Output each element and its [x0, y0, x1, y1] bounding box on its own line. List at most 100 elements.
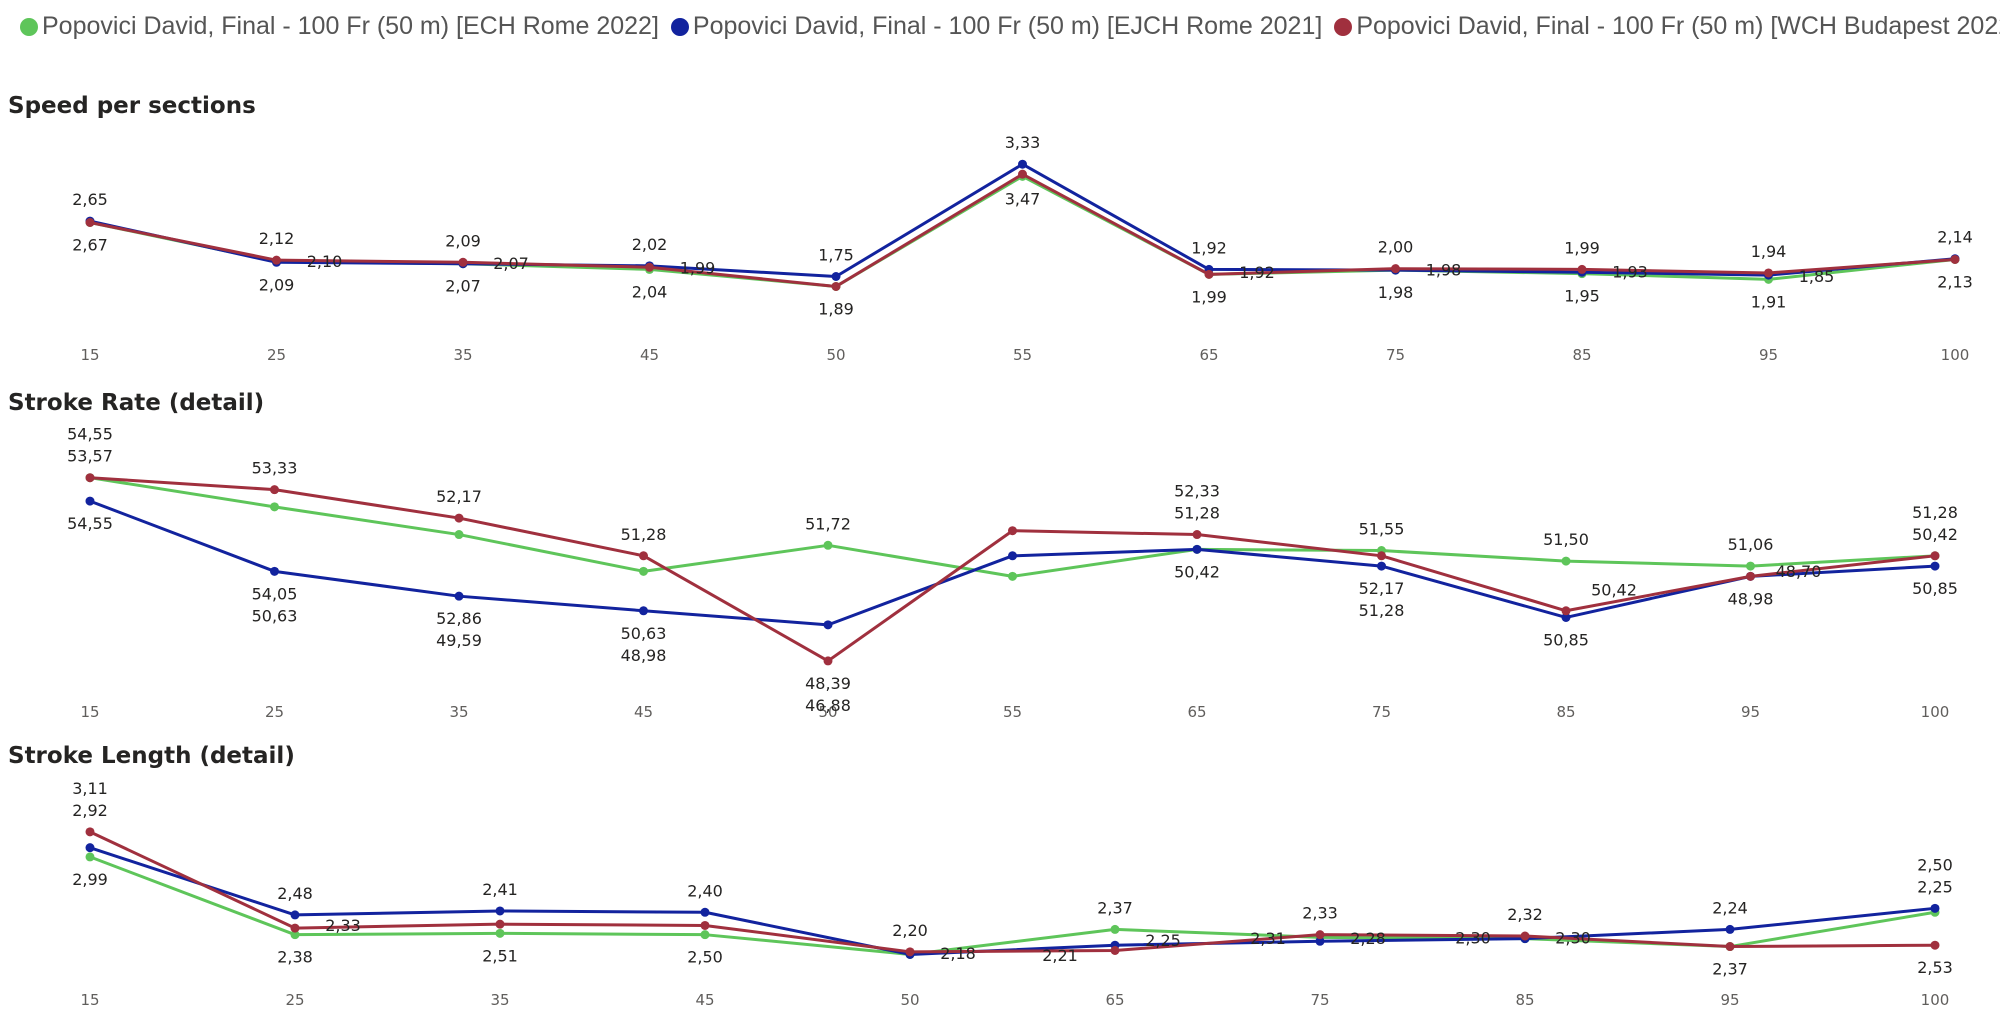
legend-item-ech-rome-2022[interactable]: Popovici David, Final - 100 Fr (50 m) [E…	[20, 12, 659, 41]
data-label: 50,85	[1543, 630, 1589, 649]
data-label: 51,28	[621, 525, 667, 544]
data-label: 2,25	[1145, 931, 1181, 950]
data-point	[85, 827, 95, 837]
data-label: 2,04	[632, 282, 668, 301]
data-point	[1930, 903, 1940, 913]
data-point	[1725, 942, 1735, 952]
data-label: 2,50	[1917, 855, 1953, 874]
data-label: 53,33	[252, 459, 298, 478]
data-point	[1018, 169, 1027, 179]
legend-marker-red	[1334, 17, 1353, 36]
x-tick-label: 85	[1556, 703, 1575, 721]
series-line-1	[88, 162, 1957, 278]
speed-chart-title: Speed per sections	[8, 93, 256, 119]
x-tick-label: 50	[818, 703, 837, 721]
data-label: 3,33	[1005, 133, 1041, 152]
data-point	[495, 928, 505, 938]
data-label: 54,55	[67, 425, 113, 444]
data-label: 48,39	[805, 674, 851, 693]
data-point	[1008, 551, 1017, 561]
data-label: 2,50	[687, 948, 723, 967]
x-tick-label: 65	[1199, 346, 1218, 364]
legend-label: Popovici David, Final - 100 Fr (50 m) [W…	[1356, 12, 2000, 40]
x-tick-label: 100	[1921, 991, 1950, 1009]
data-label: 1,75	[818, 246, 854, 265]
x-tick-label: 50	[900, 991, 919, 1009]
x-tick-label: 100	[1921, 703, 1950, 721]
data-point	[270, 502, 279, 512]
x-tick-label: 35	[490, 991, 509, 1009]
data-point	[1192, 544, 1202, 554]
data-label: 51,06	[1728, 535, 1774, 554]
data-point	[454, 513, 464, 523]
data-point	[905, 947, 915, 957]
data-label: 51,28	[1359, 601, 1405, 620]
data-point	[1008, 526, 1017, 536]
data-label: 2,30	[1555, 928, 1591, 947]
series-line-2	[88, 830, 1937, 954]
stroke-length-chart: 15 25 35 45 50 65 75 85 95 100 3,11 2,92 2,99 2,48 2,3…	[72, 779, 1953, 1009]
data-label: 3,11	[72, 779, 108, 798]
data-label: 1,99	[1191, 287, 1227, 306]
data-label: 1,89	[818, 299, 854, 318]
data-point	[1950, 254, 1960, 264]
x-tick-label: 95	[1741, 703, 1760, 721]
data-label: 2,09	[445, 231, 481, 250]
stroke-rate-chart: 15 25 35 45 50 55 65 75 85 95 100 54,55 53,57 54,55 53…	[67, 425, 1958, 721]
data-point	[823, 656, 833, 666]
data-point	[1725, 924, 1735, 934]
data-point	[1110, 946, 1120, 955]
x-tick-label: 25	[267, 346, 286, 364]
x-tick-label: 35	[453, 346, 472, 364]
x-tick-label: 25	[285, 991, 304, 1009]
data-point	[495, 919, 505, 929]
data-label: 2,40	[687, 881, 723, 900]
legend-item-wch-budapest-2022[interactable]: Popovici David, Final - 100 Fr (50 m) [W…	[1334, 12, 2000, 41]
data-label: 2,48	[277, 884, 313, 903]
x-tick-label: 15	[80, 346, 99, 364]
data-label: 2,13	[1937, 272, 1973, 291]
data-label: 2,37	[1712, 960, 1748, 979]
x-tick-label: 15	[80, 991, 99, 1009]
data-point	[1377, 551, 1386, 561]
stroke-length-chart-title: Stroke Length (detail)	[8, 743, 295, 769]
data-label: 50,42	[1912, 525, 1958, 544]
data-label: 2,10	[307, 252, 343, 271]
data-label: 1,91	[1751, 292, 1787, 311]
x-tick-label: 75	[1386, 346, 1405, 364]
data-label: 51,50	[1543, 530, 1589, 549]
data-point	[1110, 924, 1120, 934]
legend-item-ejch-rome-2021[interactable]: Popovici David, Final - 100 Fr (50 m) [E…	[670, 12, 1322, 41]
data-point	[270, 566, 279, 576]
data-label: 54,55	[67, 514, 113, 533]
data-label: 53,57	[67, 447, 113, 466]
data-label: 2,92	[72, 801, 108, 820]
data-label: 1,95	[1564, 287, 1600, 306]
data-label: 2,25	[1917, 877, 1953, 896]
data-point	[1377, 561, 1386, 571]
x-tick-label: 65	[1187, 703, 1206, 721]
data-label: 48,98	[1728, 589, 1774, 608]
data-label: 52,17	[1359, 579, 1405, 598]
data-point	[85, 473, 95, 483]
data-label: 2,32	[1507, 905, 1543, 924]
data-label: 51,55	[1359, 520, 1405, 539]
data-label: 52,86	[436, 609, 482, 628]
data-point	[1577, 264, 1587, 274]
data-label: 1,92	[1239, 263, 1275, 282]
data-label: 46,88	[805, 696, 851, 715]
data-label: 2,00	[1378, 238, 1414, 257]
legend: Popovici David, Final - 100 Fr (50 m) [E…	[20, 12, 2000, 41]
data-point	[700, 930, 710, 940]
data-point	[1561, 612, 1571, 622]
data-label: 48,70	[1776, 562, 1822, 581]
x-tick-label: 85	[1572, 346, 1591, 364]
data-point	[1930, 940, 1940, 950]
data-point	[458, 257, 468, 267]
data-label: 2,31	[1250, 929, 1286, 948]
data-point	[700, 920, 710, 930]
x-tick-label: 85	[1515, 991, 1534, 1009]
x-tick-label: 35	[449, 703, 468, 721]
data-label: 51,28	[1912, 503, 1958, 522]
x-tick-label: 45	[634, 703, 653, 721]
